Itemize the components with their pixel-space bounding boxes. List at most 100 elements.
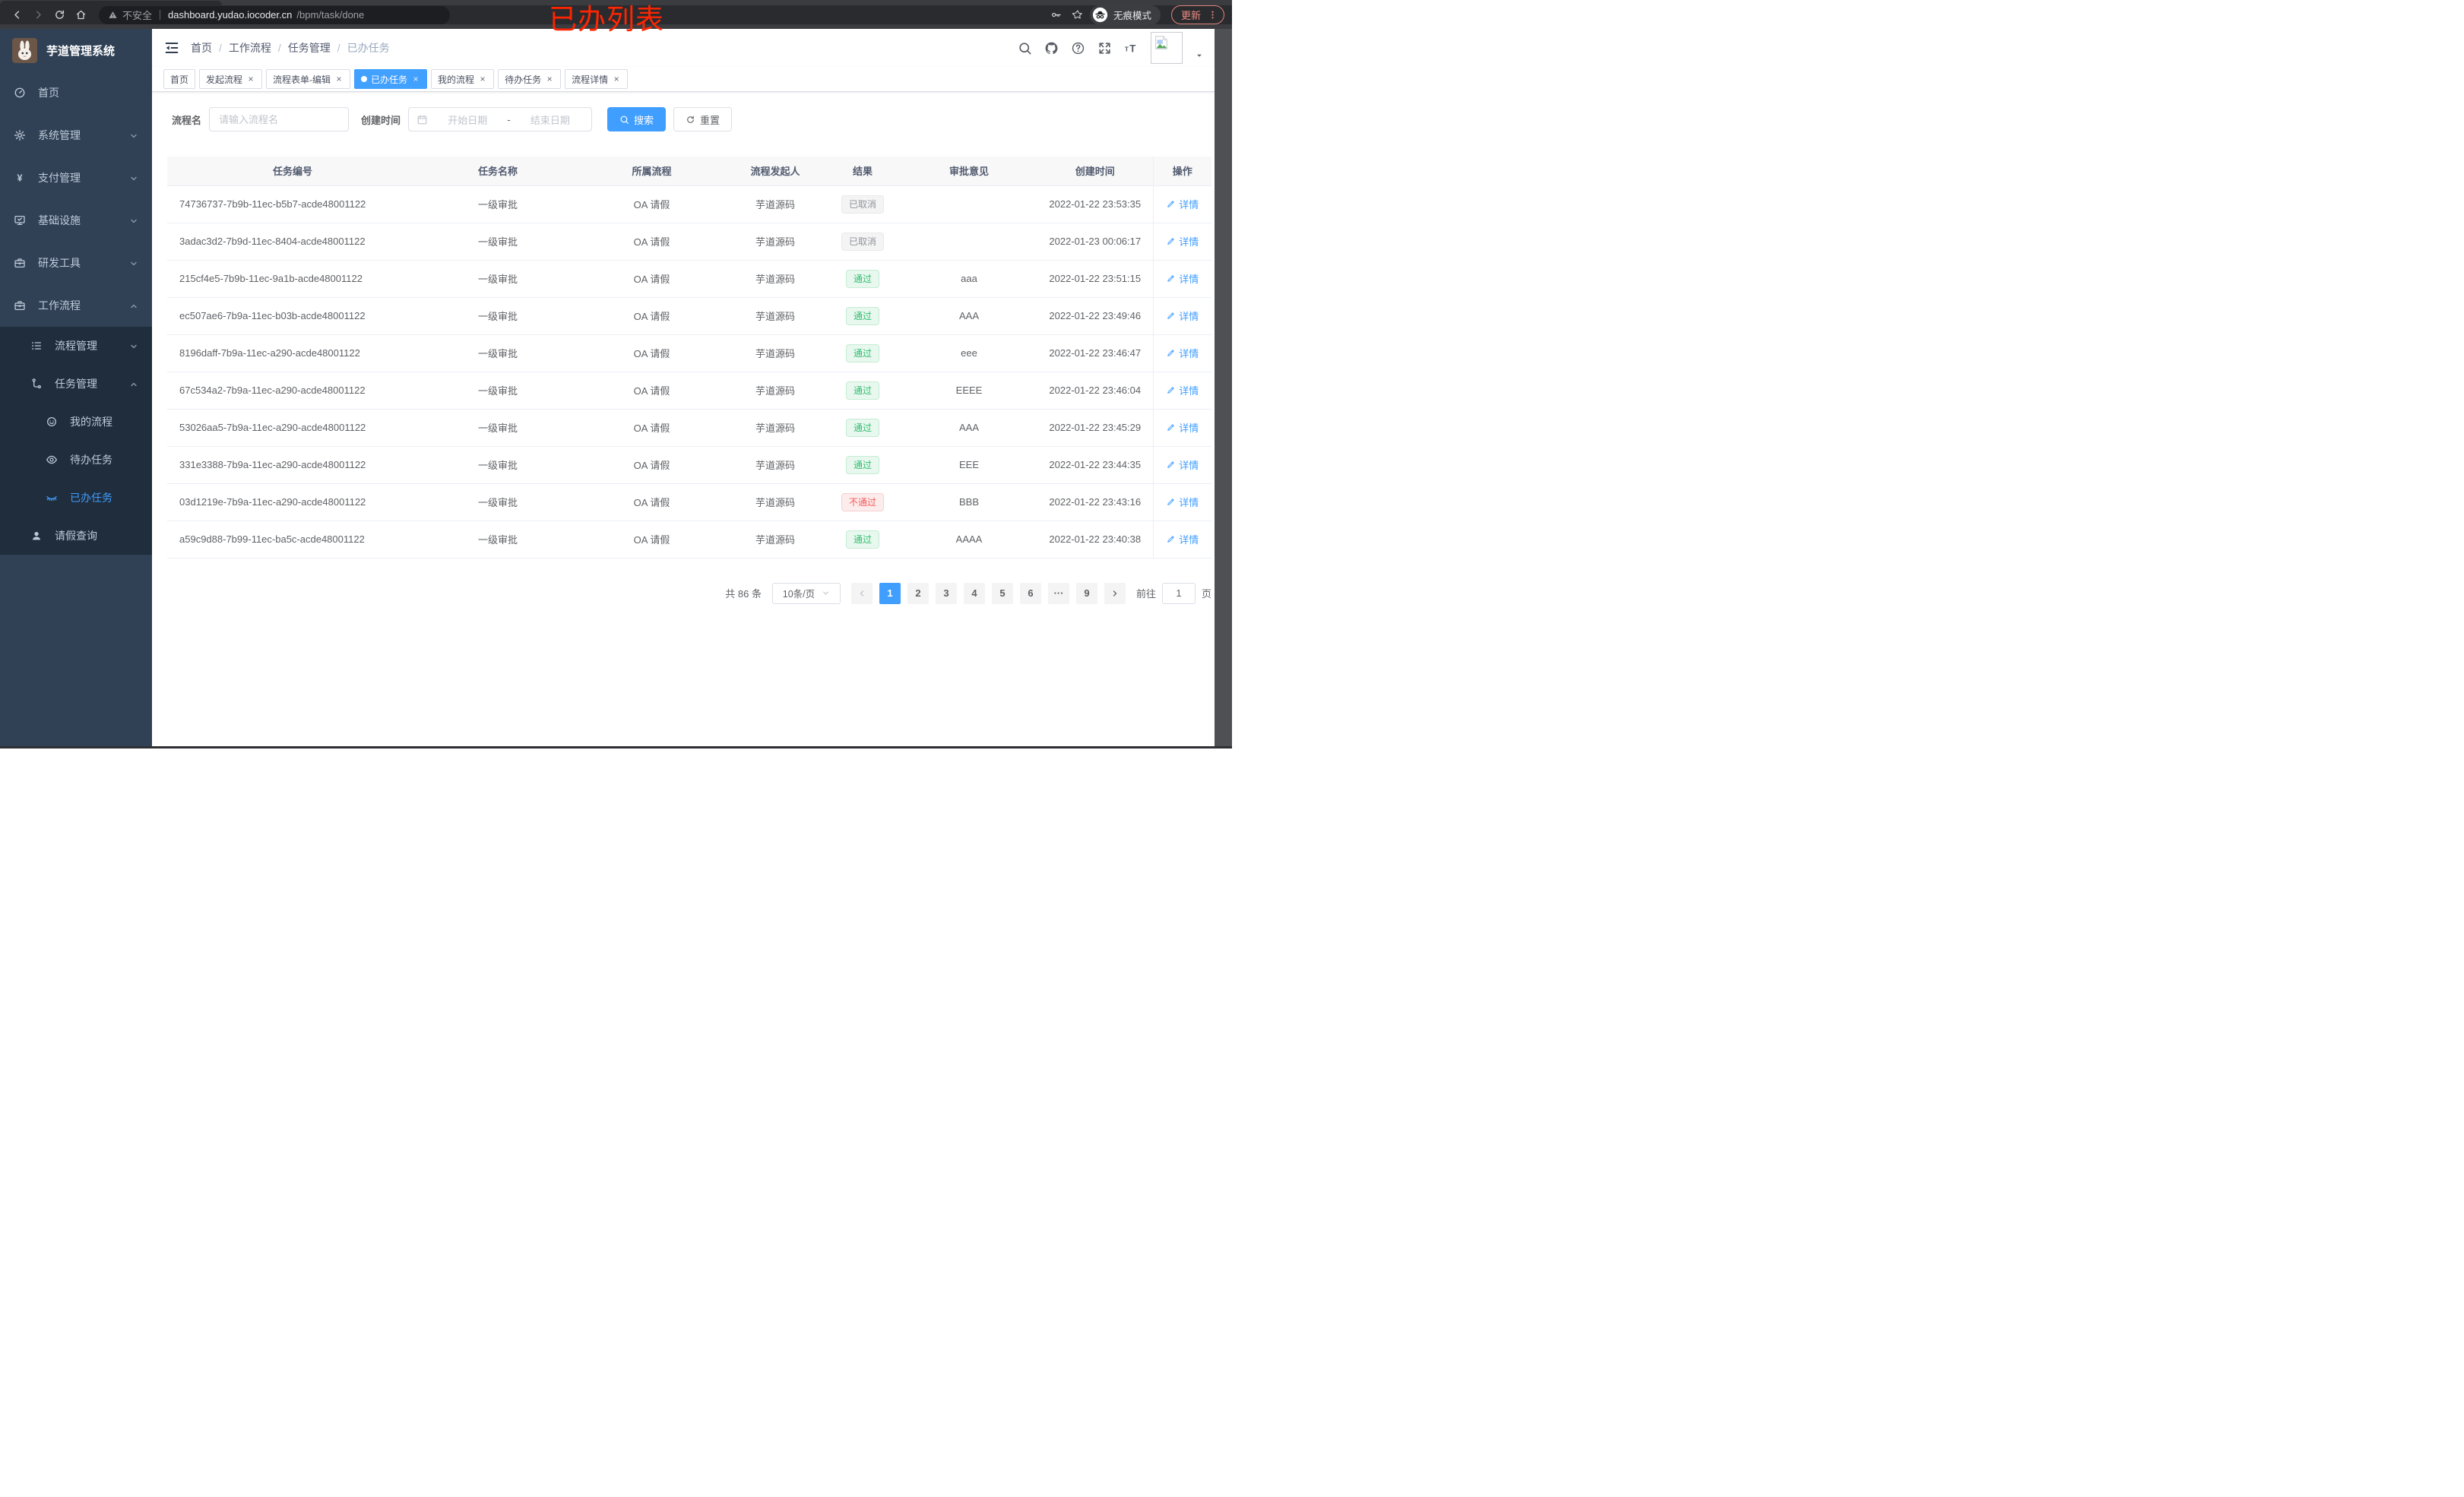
sidebar-item-支付管理[interactable]: ¥ 支付管理 bbox=[0, 157, 152, 199]
next-page-button[interactable] bbox=[1104, 582, 1126, 604]
breadcrumb-item-首页[interactable]: 首页 bbox=[191, 42, 212, 54]
date-range-picker[interactable]: 开始日期 - 结束日期 bbox=[408, 107, 593, 131]
browser-tab[interactable] bbox=[0, 1, 222, 5]
detail-link[interactable]: 详情 bbox=[1166, 271, 1199, 286]
sidebar-item-任务管理[interactable]: 任务管理 bbox=[0, 365, 152, 403]
chevron-down-icon bbox=[129, 258, 138, 267]
tab-close-icon[interactable]: × bbox=[480, 74, 486, 84]
home-icon bbox=[75, 9, 87, 21]
window-right-edge bbox=[1215, 29, 1232, 748]
sidebar-item-请假查询[interactable]: 请假查询 bbox=[0, 517, 152, 555]
pencil-icon bbox=[1166, 423, 1176, 432]
yen-icon: ¥ bbox=[14, 172, 26, 184]
cell-comment: AAA bbox=[901, 297, 1037, 335]
page-more-button[interactable]: ··· bbox=[1047, 582, 1069, 604]
tab-流程表单-编辑[interactable]: 流程表单-编辑 × bbox=[266, 69, 351, 89]
sidebar-item-待办任务[interactable]: 待办任务 bbox=[0, 441, 152, 479]
detail-link[interactable]: 详情 bbox=[1166, 234, 1199, 248]
detail-link[interactable]: 详情 bbox=[1166, 383, 1199, 397]
sidebar-item-基础设施[interactable]: 基础设施 bbox=[0, 199, 152, 242]
page-button-5[interactable]: 5 bbox=[991, 582, 1013, 604]
sidebar-item-流程管理[interactable]: 流程管理 bbox=[0, 327, 152, 365]
detail-link[interactable]: 详情 bbox=[1166, 532, 1199, 546]
result-badge: 通过 bbox=[845, 455, 879, 474]
tab-close-icon[interactable]: × bbox=[336, 74, 342, 84]
sidebar-item-已办任务[interactable]: 已办任务 bbox=[0, 479, 152, 517]
table-row: 215cf4e5-7b9b-11ec-9a1b-acde48001122 一级审批… bbox=[167, 260, 1211, 298]
cell-comment: AAA bbox=[901, 409, 1037, 447]
github-icon[interactable] bbox=[1044, 41, 1059, 55]
page-button-3[interactable]: 3 bbox=[935, 582, 957, 604]
cell-created: 2022-01-22 23:51:15 bbox=[1037, 260, 1153, 298]
browser-back-button[interactable] bbox=[8, 7, 26, 24]
bookmark-star-button[interactable] bbox=[1069, 7, 1087, 24]
sidebar-item-系统管理[interactable]: 系统管理 bbox=[0, 114, 152, 157]
end-date-placeholder[interactable]: 结束日期 bbox=[530, 114, 570, 126]
page-button-4[interactable]: 4 bbox=[963, 582, 985, 604]
chevron-down-icon bbox=[129, 131, 138, 140]
date-separator: - bbox=[507, 113, 511, 125]
cell-task-name: 一级审批 bbox=[418, 483, 578, 521]
sidebar-item-研发工具[interactable]: 研发工具 bbox=[0, 242, 152, 284]
page-button-9[interactable]: 9 bbox=[1075, 582, 1097, 604]
search-button[interactable]: 搜索 bbox=[607, 107, 667, 131]
tab-close-icon[interactable]: × bbox=[546, 74, 553, 84]
avatar-caret-down-icon[interactable] bbox=[1195, 51, 1204, 60]
browser-forward-button[interactable] bbox=[29, 7, 47, 24]
tab-close-icon[interactable]: × bbox=[248, 74, 254, 84]
sidebar-fold-icon[interactable] bbox=[163, 40, 180, 56]
tab-首页[interactable]: 首页 bbox=[163, 69, 196, 89]
page-button-2[interactable]: 2 bbox=[907, 582, 929, 604]
sidebar-item-label: 支付管理 bbox=[38, 172, 81, 184]
detail-link[interactable]: 详情 bbox=[1166, 346, 1199, 360]
breadcrumb-item-工作流程[interactable]: 工作流程 bbox=[228, 42, 271, 54]
cell-task-id: 331e3388-7b9a-11ec-a290-acde48001122 bbox=[167, 446, 418, 484]
browser-update-button[interactable]: 更新 bbox=[1170, 5, 1224, 24]
breadcrumb-item-任务管理[interactable]: 任务管理 bbox=[287, 42, 331, 54]
user-icon bbox=[30, 530, 43, 542]
chevron-left-icon bbox=[857, 589, 866, 598]
app-title: 芋道管理系统 bbox=[46, 44, 116, 58]
tab-close-icon[interactable]: × bbox=[413, 74, 419, 84]
browser-reload-button[interactable] bbox=[50, 7, 68, 24]
help-icon[interactable] bbox=[1071, 41, 1085, 55]
cell-created: 2022-01-22 23:49:46 bbox=[1037, 297, 1153, 335]
browser-home-button[interactable] bbox=[71, 7, 90, 24]
cell-task-id: 53026aa5-7b9a-11ec-a290-acde48001122 bbox=[167, 409, 418, 447]
tab-我的流程[interactable]: 我的流程 × bbox=[431, 69, 495, 89]
tab-已办任务[interactable]: 已办任务 × bbox=[354, 69, 428, 89]
avatar[interactable] bbox=[1151, 32, 1183, 64]
sidebar-logo[interactable]: 芋道管理系统 bbox=[0, 29, 152, 71]
page-size-select[interactable]: 10条/页 bbox=[771, 582, 841, 604]
table-row: 331e3388-7b9a-11ec-a290-acde48001122 一级审批… bbox=[167, 446, 1211, 484]
page-button-1[interactable]: 1 bbox=[879, 582, 901, 604]
search-icon[interactable] bbox=[1018, 41, 1032, 55]
sidebar-item-label: 我的流程 bbox=[70, 416, 112, 428]
detail-link[interactable]: 详情 bbox=[1166, 457, 1199, 472]
sidebar-item-我的流程[interactable]: 我的流程 bbox=[0, 403, 152, 441]
tab-close-icon[interactable]: × bbox=[613, 74, 619, 84]
detail-link[interactable]: 详情 bbox=[1166, 495, 1199, 509]
start-date-placeholder[interactable]: 开始日期 bbox=[448, 114, 488, 126]
goto-page-input[interactable] bbox=[1161, 582, 1196, 604]
pencil-icon bbox=[1166, 311, 1176, 321]
fullscreen-icon[interactable] bbox=[1097, 41, 1112, 55]
detail-link[interactable]: 详情 bbox=[1166, 197, 1199, 211]
prev-page-button[interactable] bbox=[850, 582, 873, 604]
table-row: 8196daff-7b9a-11ec-a290-acde48001122 一级审批… bbox=[167, 334, 1211, 372]
sidebar-item-工作流程[interactable]: 工作流程 bbox=[0, 284, 152, 327]
detail-link[interactable]: 详情 bbox=[1166, 420, 1199, 435]
reset-button[interactable]: 重置 bbox=[673, 107, 733, 131]
password-key-button[interactable] bbox=[1047, 7, 1066, 24]
sidebar-item-首页[interactable]: 首页 bbox=[0, 71, 152, 114]
process-name-input[interactable] bbox=[209, 107, 350, 131]
tab-发起流程[interactable]: 发起流程 × bbox=[199, 69, 263, 89]
url-bar[interactable]: 不安全 dashboard.yudao.iocoder.cn/bpm/task/… bbox=[99, 5, 450, 24]
tab-流程详情[interactable]: 流程详情 × bbox=[565, 69, 629, 89]
browser-menu-dots-icon[interactable] bbox=[1208, 10, 1218, 20]
detail-link[interactable]: 详情 bbox=[1166, 309, 1199, 323]
page-button-6[interactable]: 6 bbox=[1019, 582, 1041, 604]
tab-待办任务[interactable]: 待办任务 × bbox=[498, 69, 562, 89]
